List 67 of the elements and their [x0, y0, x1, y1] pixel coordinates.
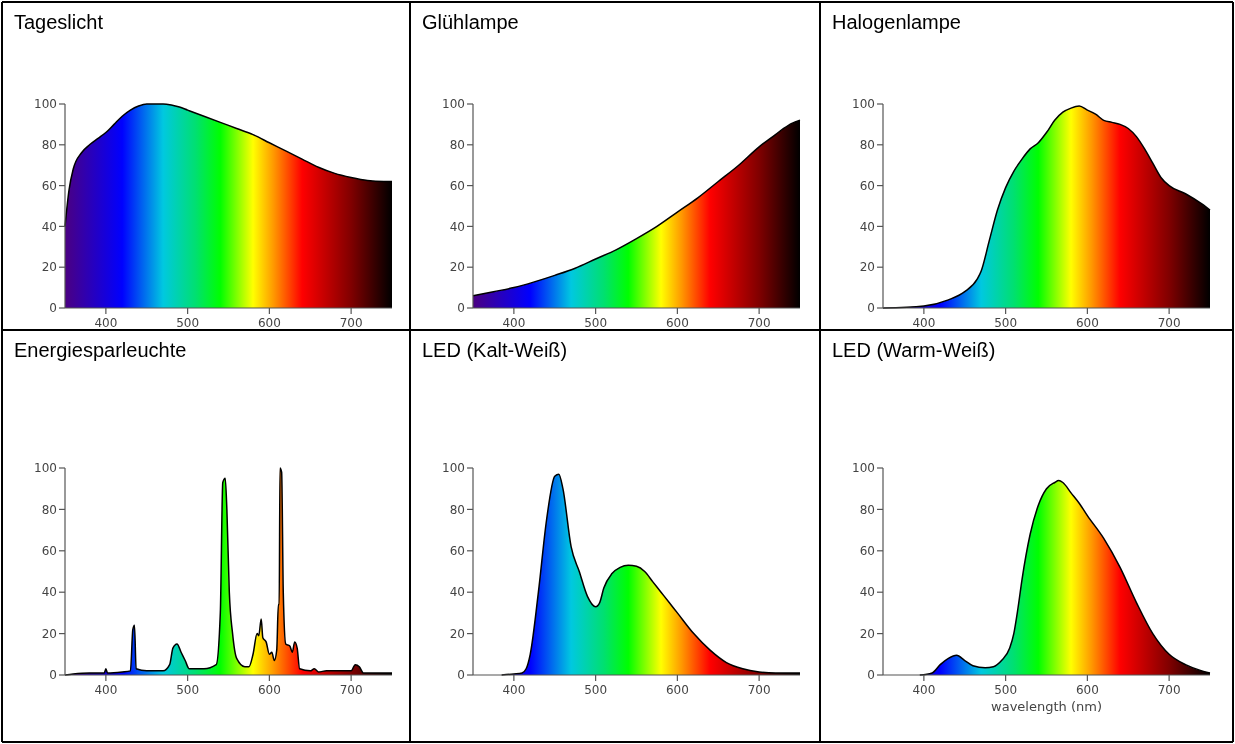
- y-tick-label: 80: [41, 138, 57, 152]
- y-tick-label: 40: [41, 585, 57, 600]
- chart-title: LED (Kalt-Weiß): [422, 339, 568, 361]
- x-tick-label: 600: [1075, 683, 1099, 697]
- x-tick-label: 500: [176, 316, 200, 330]
- y-tick-label: 60: [449, 178, 465, 193]
- y-tick-label: 60: [449, 544, 465, 558]
- y-tick-label: 40: [859, 219, 875, 234]
- y-tick-label: 100: [852, 461, 875, 476]
- x-tick-label: 400: [502, 683, 526, 697]
- y-tick-label: 20: [41, 260, 57, 275]
- y-tick-label: 80: [859, 138, 875, 152]
- y-tick-label: 0: [49, 668, 57, 683]
- y-tick-label: 0: [867, 668, 875, 683]
- x-tick-label: 700: [1157, 683, 1181, 697]
- x-tick-label: 400: [94, 683, 118, 697]
- x-axis-title: wavelength (nm): [991, 699, 1102, 714]
- x-tick-label: 500: [994, 683, 1018, 697]
- y-tick-label: 40: [859, 585, 875, 600]
- y-tick-label: 20: [41, 626, 57, 641]
- y-tick-label: 100: [442, 97, 465, 112]
- x-tick-label: 700: [339, 683, 363, 697]
- y-tick-label: 0: [457, 668, 465, 683]
- y-tick-label: 100: [852, 97, 875, 112]
- chart-title: LED (Warm-Weiß): [832, 339, 996, 361]
- y-tick-label: 40: [449, 585, 465, 600]
- x-tick-label: 700: [1157, 316, 1181, 330]
- x-tick-label: 600: [665, 683, 689, 697]
- y-tick-label: 40: [449, 219, 465, 234]
- x-tick-label: 500: [994, 316, 1018, 330]
- x-tick-label: 600: [1075, 316, 1099, 330]
- chart-title: Glühlampe: [422, 11, 519, 33]
- y-tick-label: 80: [859, 502, 875, 517]
- x-tick-label: 400: [502, 316, 526, 330]
- x-tick-label: 700: [747, 316, 771, 330]
- y-tick-label: 20: [449, 260, 465, 275]
- y-tick-label: 100: [442, 461, 465, 476]
- x-tick-label: 700: [339, 316, 363, 330]
- chart-title: Energiesparleuchte: [14, 339, 187, 361]
- y-tick-label: 80: [449, 502, 465, 517]
- x-tick-label: 700: [747, 683, 771, 697]
- y-tick-label: 20: [859, 260, 875, 275]
- y-tick-label: 60: [859, 544, 875, 558]
- y-tick-label: 20: [449, 626, 465, 641]
- x-tick-label: 500: [176, 683, 200, 697]
- x-tick-label: 600: [257, 316, 281, 330]
- x-tick-label: 500: [584, 683, 608, 697]
- y-tick-label: 60: [41, 544, 57, 558]
- y-tick-label: 60: [859, 178, 875, 193]
- y-tick-label: 100: [34, 97, 57, 112]
- x-tick-label: 400: [94, 316, 118, 330]
- y-tick-label: 80: [41, 502, 57, 517]
- x-tick-label: 500: [584, 316, 608, 330]
- y-tick-label: 0: [457, 301, 465, 316]
- y-tick-label: 60: [41, 178, 57, 193]
- x-tick-label: 600: [257, 683, 281, 697]
- x-tick-label: 400: [912, 316, 936, 330]
- y-tick-label: 80: [449, 138, 465, 152]
- y-tick-label: 40: [41, 219, 57, 234]
- x-tick-label: 600: [665, 316, 689, 330]
- y-tick-label: 100: [34, 461, 57, 476]
- y-tick-label: 0: [867, 301, 875, 316]
- chart-title: Tageslicht: [14, 11, 104, 33]
- chart-title: Halogenlampe: [832, 11, 961, 33]
- x-tick-label: 400: [912, 683, 936, 697]
- y-tick-label: 0: [49, 301, 57, 316]
- y-tick-label: 20: [859, 626, 875, 641]
